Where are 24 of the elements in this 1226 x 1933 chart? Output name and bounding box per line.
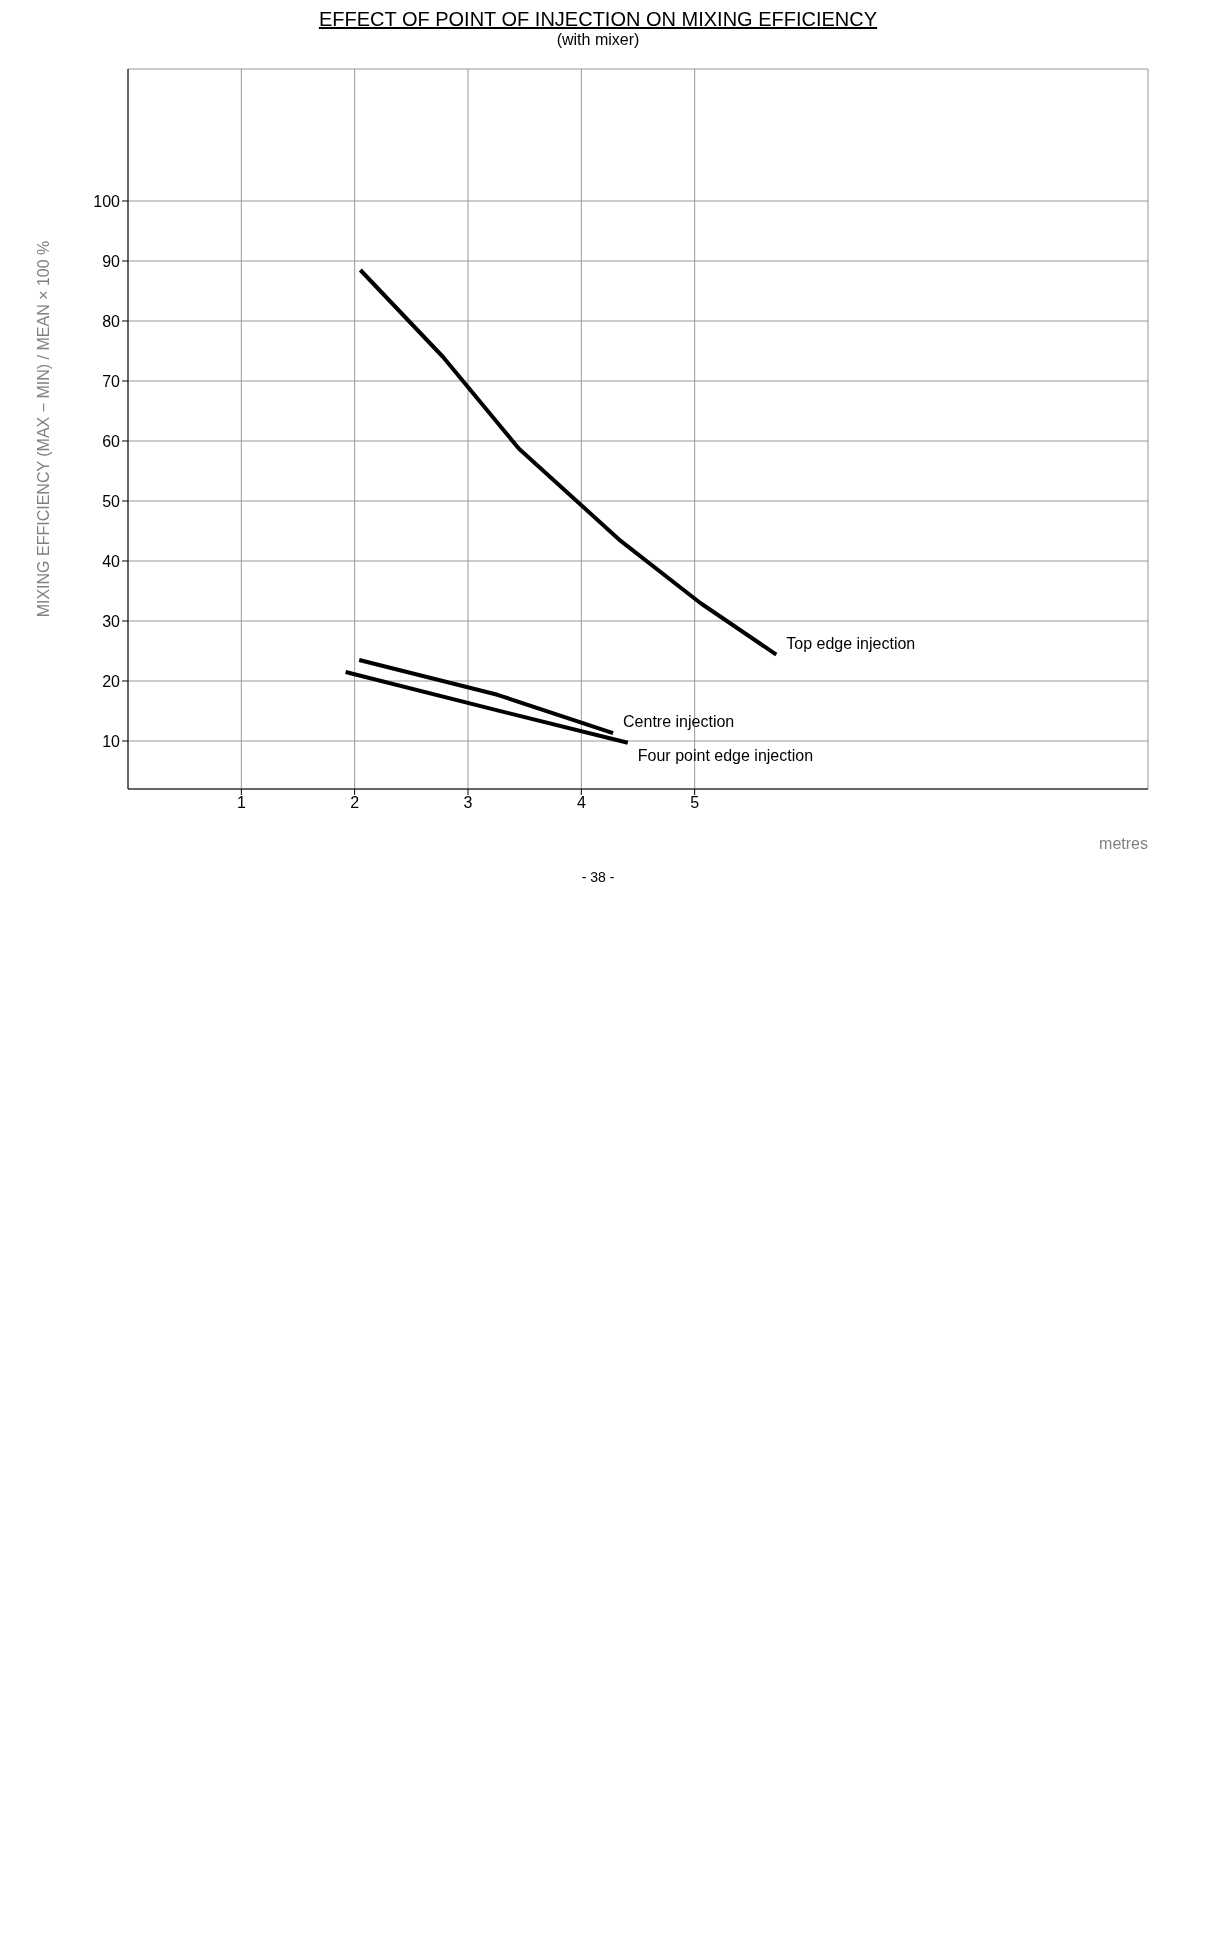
y-tick-label: 30 (102, 612, 121, 630)
y-tick-label: 70 (102, 372, 121, 390)
y-tick-label: 10 (102, 732, 121, 750)
line-series (358, 268, 779, 657)
x-tick-label: 3 (463, 794, 473, 812)
y-tick-label: 90 (102, 252, 121, 270)
y-tick-label: 50 (102, 492, 121, 510)
y-tick-label: 40 (102, 552, 121, 570)
series-label: Top edge injection (786, 634, 916, 652)
y-tick-label: 80 (102, 312, 121, 330)
text: - 38 - (580, 869, 616, 885)
x-tick-label: 4 (576, 794, 586, 812)
chart-subtitle: (with mixer) (555, 31, 641, 49)
x-axis-title: metres (1099, 835, 1148, 852)
series-label: Centre injection (623, 713, 735, 731)
x-tick-label: 5 (690, 794, 700, 812)
chart-title: EFFECT OF POINT OF INJECTION ON MIXING EFFICIENCY (317, 8, 879, 31)
x-tick-label: 1 (236, 794, 246, 812)
y-axis-title: MIXING EFFICIENCY (MAX − MIN) / MEAN × 100 % (34, 240, 52, 618)
x-tick-label: 2 (350, 794, 360, 812)
y-tick-label: 100 (93, 192, 121, 210)
series-label: Four point edge injection (637, 746, 814, 764)
y-tick-label: 60 (102, 432, 121, 450)
y-tick-label: 20 (102, 672, 121, 690)
